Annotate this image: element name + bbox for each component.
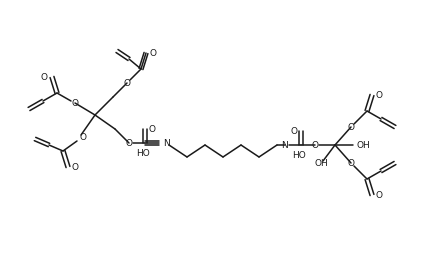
Text: O: O <box>347 122 355 132</box>
Text: O: O <box>290 127 298 135</box>
Text: OH: OH <box>357 140 371 150</box>
Text: O: O <box>149 49 156 57</box>
Text: O: O <box>149 125 156 133</box>
Text: O: O <box>347 159 355 167</box>
Text: N: N <box>162 139 169 147</box>
Text: O: O <box>375 90 382 100</box>
Text: O: O <box>72 162 79 172</box>
Text: O: O <box>41 73 48 81</box>
Text: N: N <box>282 140 289 150</box>
Text: O: O <box>124 79 130 88</box>
Text: O: O <box>126 139 133 147</box>
Text: O: O <box>72 99 79 107</box>
Text: O: O <box>375 191 382 199</box>
Text: O: O <box>79 133 86 142</box>
Text: O: O <box>311 140 318 150</box>
Text: HO: HO <box>292 152 306 160</box>
Text: HO: HO <box>136 150 150 159</box>
Text: OH: OH <box>314 159 328 167</box>
